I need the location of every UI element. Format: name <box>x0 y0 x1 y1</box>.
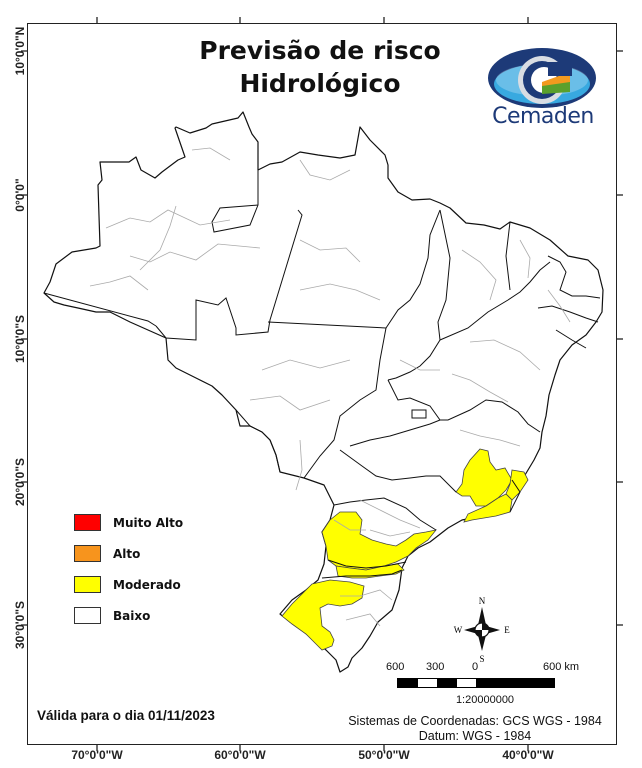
lat-label-10s: 10°0'0"S <box>13 314 27 364</box>
lon-label-50w: 50°0'0"W <box>358 748 410 762</box>
compass-s: S <box>479 654 484 664</box>
region-parana <box>321 511 437 571</box>
legend-swatch-yellow <box>74 576 101 593</box>
crs-line-2: Datum: WGS - 1984 <box>418 729 532 743</box>
legend-swatch-orange <box>74 545 101 562</box>
scale-label-0: 0 <box>472 661 479 673</box>
lat-label-20s: 20°0'0"S <box>13 457 27 507</box>
scale-label-600-left: 600 <box>386 661 405 673</box>
scale-label-300: 300 <box>426 661 445 673</box>
scale-label-600km: 600 km <box>543 661 580 673</box>
region-espirito-santo <box>505 469 529 501</box>
legend-label: Alto <box>113 546 141 561</box>
title-line-1: Previsão de risco <box>199 36 441 65</box>
legend-label: Moderado <box>113 577 181 592</box>
legend-item-moderado: Moderado <box>74 569 183 600</box>
lon-label-70w: 70°0'0"W <box>71 748 123 762</box>
scale-bar <box>397 678 555 688</box>
map-title: Previsão de risco Hidrológico <box>160 34 480 100</box>
lon-label-40w: 40°0'0"W <box>502 748 554 762</box>
legend-label: Muito Alto <box>113 515 184 530</box>
state-borders <box>43 170 601 579</box>
axis-ticks <box>21 17 623 751</box>
lon-label-60w: 60°0'0"W <box>214 748 266 762</box>
cemaden-logo-text: Cemaden <box>492 104 594 129</box>
legend-item-alto: Alto <box>74 538 183 569</box>
map-frame <box>27 23 617 745</box>
legend-swatch-white <box>74 607 101 624</box>
title-line-2: Hidrológico <box>239 69 401 98</box>
region-rio-grande-do-sul <box>281 579 365 651</box>
lat-label-30s: 30°0'0"S <box>13 600 27 650</box>
mesoregion-borders <box>89 147 571 627</box>
compass-rose-icon: N S W E <box>454 596 511 664</box>
crs-line-1: Sistemas de Coordenadas: GCS WGS - 1984 <box>348 714 602 728</box>
coordinate-system-info: Sistemas de Coordenadas: GCS WGS - 1984 … <box>340 714 610 744</box>
valid-date: Válida para o dia 01/11/2023 <box>37 708 215 723</box>
cemaden-logo-icon <box>488 48 596 108</box>
compass-n: N <box>479 596 486 606</box>
lat-label-10n: 10°0'0"N <box>13 26 27 76</box>
legend-swatch-red <box>74 514 101 531</box>
lat-label-0: 0°0'0" <box>13 178 27 212</box>
federal-district <box>411 409 427 419</box>
compass-e: E <box>504 625 510 635</box>
scale-ratio: 1:20000000 <box>455 694 515 706</box>
risk-legend: Muito Alto Alto Moderado Baixo <box>74 507 183 631</box>
legend-item-baixo: Baixo <box>74 600 183 631</box>
compass-w: W <box>454 625 463 635</box>
legend-label: Baixo <box>113 608 151 623</box>
region-rio-de-janeiro <box>463 493 513 523</box>
legend-item-muito-alto: Muito Alto <box>74 507 183 538</box>
moderate-risk-regions <box>281 448 529 651</box>
